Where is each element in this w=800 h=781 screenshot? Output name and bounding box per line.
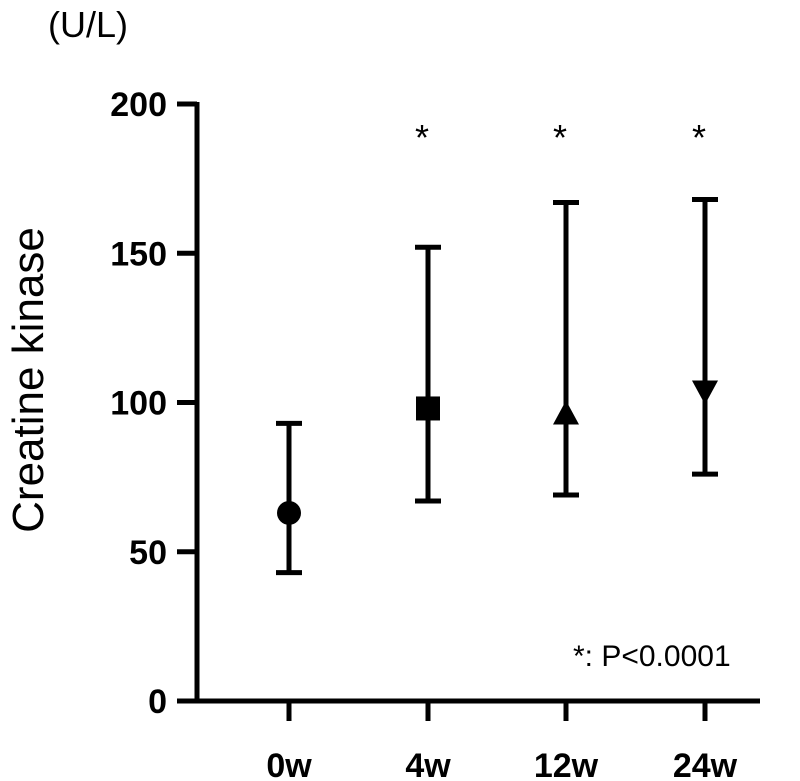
data-point-circle: [277, 500, 301, 525]
x-tick-label: 4w: [405, 747, 451, 781]
data-point-triangle-up: [553, 400, 579, 425]
data-marks: * * *: [276, 117, 718, 576]
data-point-group: *: [692, 117, 718, 477]
x-tick-label: 12w: [534, 747, 599, 781]
data-point-group: *: [553, 117, 579, 498]
significance-note: *: P<0.0001: [573, 640, 731, 673]
y-tick-label: 50: [129, 534, 167, 572]
x-tick-label: 0w: [266, 747, 312, 781]
significance-star: *: [553, 117, 567, 158]
y-tick-label: 0: [148, 683, 167, 721]
y-axis-label: Creatine kinase: [4, 227, 53, 533]
data-point-group: *: [415, 117, 441, 504]
x-tick-label: 24w: [673, 747, 738, 781]
significance-star: *: [415, 117, 429, 158]
y-unit-label: (U/L): [48, 4, 128, 45]
significance-star: *: [692, 117, 706, 158]
data-point-group: [276, 420, 302, 576]
y-tick-label: 150: [110, 235, 167, 273]
y-tick-label: 100: [110, 385, 167, 423]
data-point-square: [416, 396, 440, 421]
data-point-triangle-down: [692, 380, 718, 405]
y-tick-label: 200: [110, 86, 167, 124]
axes: 0 50 100 150 200 0w 4w 12w 24w: [110, 86, 760, 781]
